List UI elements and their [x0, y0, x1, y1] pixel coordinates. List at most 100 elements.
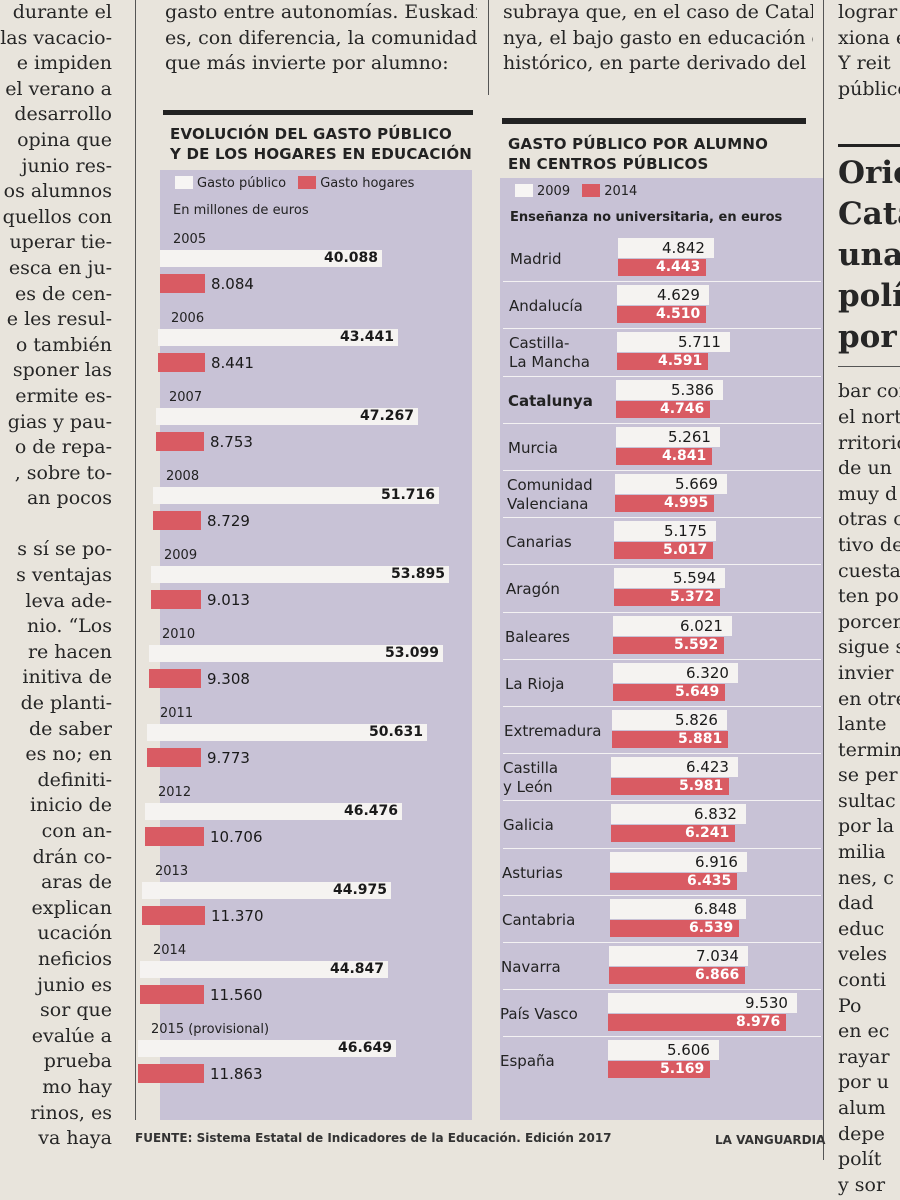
value-label-2014: 4.841: [662, 448, 707, 464]
article-line: definiti-: [37, 768, 112, 791]
value-label-2014: 5.169: [660, 1061, 705, 1077]
article-line: cuesta: [838, 559, 900, 582]
article-line: veles: [838, 943, 888, 966]
value-label-2009: 5.669: [675, 475, 718, 493]
article-line: público: [838, 77, 900, 100]
bar-2009: [609, 946, 748, 966]
value-label-2014: 6.241: [685, 825, 730, 841]
headline-line: por l: [838, 319, 900, 356]
value-label-2009: 7.034: [696, 947, 739, 965]
bar-2014: [616, 448, 712, 465]
value-label-public: 46.649: [338, 1040, 393, 1056]
region-label: Aragón: [506, 580, 560, 598]
bar-2014: [610, 873, 737, 890]
article-line: ucación: [37, 922, 112, 945]
bar-2009: [613, 663, 738, 683]
right-chart-top-rule: [502, 118, 806, 124]
article-line: y sor: [838, 1173, 886, 1196]
bar-2014: [613, 684, 725, 701]
row-separator: [503, 1036, 821, 1037]
article-line: milia: [838, 841, 886, 864]
value-label-households: 8.753: [210, 433, 253, 451]
bar-public: [145, 803, 402, 820]
article-line: inicio de: [30, 794, 112, 817]
article-line: el verano a: [5, 77, 112, 100]
article-line: opina que: [17, 128, 112, 151]
bar-2014: [617, 306, 706, 323]
bar-2014: [616, 401, 710, 418]
bar-2009: [614, 568, 725, 588]
value-label-public: 44.847: [330, 961, 385, 977]
article-line: sigue s: [838, 636, 900, 659]
region-label: Baleares: [505, 628, 570, 646]
article-line: por la: [838, 815, 895, 838]
value-label-2009: 6.423: [686, 758, 729, 776]
value-label-public: 53.099: [385, 645, 440, 661]
row-separator: [503, 989, 821, 990]
article-top-right: subraya que, en el caso de Catalu-nya, e…: [503, 0, 813, 77]
bar-2014: [615, 495, 714, 512]
article-line: e impiden: [16, 52, 112, 75]
article-line: sultac: [838, 789, 896, 812]
article-line: rayar: [838, 1045, 890, 1068]
article-line: que más invierte por alumno:: [165, 52, 449, 75]
article-line: esca en ju-: [8, 256, 112, 279]
left-chart-title: EVOLUCIÓN DEL GASTO PÚBLICO Y DE LOS HOG…: [170, 125, 473, 163]
value-label-2009: 5.386: [671, 381, 714, 399]
source-text: Sistema Estatal de Indicadores de la Edu…: [196, 1131, 612, 1145]
article-line: o de repa-: [14, 436, 112, 459]
article-line: ten po: [838, 585, 899, 608]
value-label-2009: 5.606: [667, 1041, 710, 1059]
value-label-public: 53.895: [391, 566, 446, 582]
row-separator: [503, 942, 821, 943]
article-line: en otre: [838, 687, 900, 710]
legend-swatch-households: [298, 176, 317, 189]
legend-swatch-2009: [515, 184, 533, 197]
region-label: España: [500, 1052, 555, 1070]
value-label-households: 8.084: [211, 275, 254, 293]
row-separator: [503, 800, 821, 801]
bar-households: [138, 1064, 204, 1083]
article-line: es no; en: [25, 743, 112, 766]
article-line: uperar tie-: [9, 231, 112, 254]
bar-2009: [612, 710, 727, 730]
article-line: el norte: [838, 405, 900, 428]
value-label-2009: 6.832: [694, 805, 737, 823]
article-line: de planti-: [20, 692, 112, 715]
legend-swatch-public: [175, 176, 193, 189]
article-line: s sí se po-: [17, 538, 112, 561]
article-line: lograr r: [838, 1, 900, 23]
article-line: leva ade-: [25, 589, 112, 612]
row-separator: [503, 376, 821, 377]
year-label: 2015 (provisional): [151, 1022, 270, 1037]
bar-2014: [608, 1061, 710, 1078]
article-line: re hacen: [27, 640, 112, 663]
right-chart-legend: 2009 2014: [515, 184, 637, 199]
headline-line: Oriol: [838, 155, 900, 192]
value-label-2009: 4.842: [662, 239, 705, 257]
article-line: termin: [838, 738, 900, 761]
brand-footer: LA VANGUARDIA: [715, 1133, 826, 1147]
article-line: sponer las: [12, 359, 112, 382]
bar-public: [142, 882, 391, 899]
article-line: por u: [838, 1071, 889, 1094]
row-separator: [503, 659, 821, 660]
article-line: nio. “Los: [26, 615, 112, 638]
article-line: Y reit: [838, 52, 891, 75]
article-line: quellos con: [2, 205, 112, 228]
headline-line: polít: [838, 278, 900, 315]
row-separator: [503, 328, 821, 329]
region-label: Andalucía: [509, 297, 583, 315]
article-line: alum: [838, 1097, 886, 1119]
bar-2009: [613, 616, 732, 636]
bar-public: [138, 1040, 396, 1057]
article-line: os alumnos: [3, 180, 112, 203]
year-label: 2007: [169, 390, 203, 405]
bar-2014: [613, 637, 724, 654]
bar-2009: [616, 427, 720, 447]
value-label-2009: 9.530: [745, 994, 788, 1012]
article-line: ermite es-: [15, 384, 112, 407]
article-line: conti: [838, 969, 887, 992]
bar-2014: [612, 731, 728, 748]
row-separator: [503, 895, 821, 896]
